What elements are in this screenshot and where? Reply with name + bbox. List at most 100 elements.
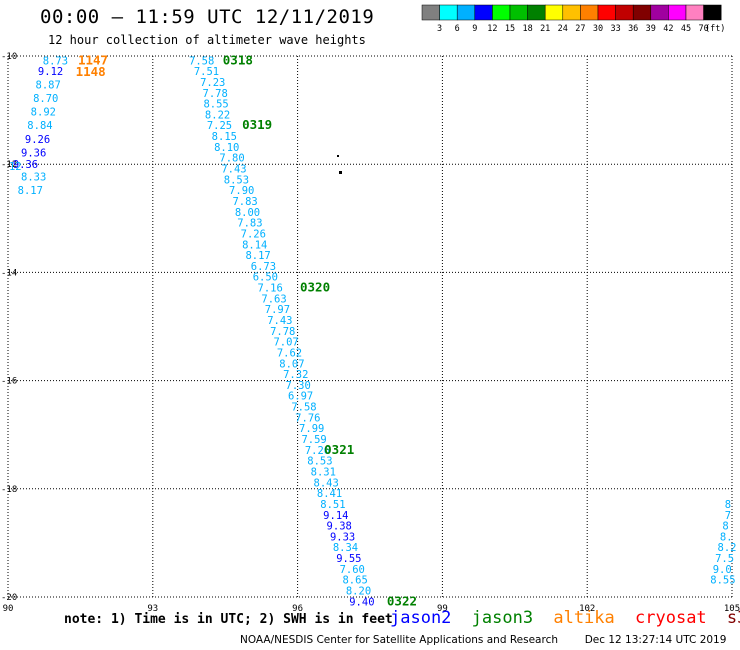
wave-height-label: 8.43 (314, 477, 339, 489)
wave-height-label: 8.33 (21, 172, 46, 184)
wave-height-label: 8.17 (18, 185, 43, 197)
wave-height-label: 8.87 (36, 80, 61, 92)
wave-height-label: 8.55 (203, 99, 228, 111)
wave-height-label: 6.97 (288, 391, 313, 403)
wave-height-label: 8.20 (346, 586, 371, 598)
wave-height-label: 7.80 (219, 153, 244, 165)
legend-swatch (509, 4, 528, 21)
wave-height-label: 9.38 (327, 521, 352, 533)
wave-height-label: 12 (9, 161, 22, 173)
pass-time-label: 1147 (78, 52, 108, 67)
legend-tick-label: 27 (575, 24, 585, 34)
legend-tick-label: 18 (522, 24, 532, 34)
y-tick-label: -18 (1, 485, 17, 495)
legend-swatch (668, 4, 687, 21)
legend-tick-label: 30 (593, 24, 603, 34)
legend-tick-label: 36 (628, 24, 638, 34)
wave-height-label: 7.58 (291, 402, 316, 414)
legend-tick-label: 6 (455, 24, 460, 34)
credit-org: NOAA/NESDIS Center for Satellite Applica… (240, 634, 558, 646)
satellite-cryosat: cryosat (635, 608, 707, 628)
legend-tick-label: 42 (663, 24, 673, 34)
pass-time-label: 0321 (324, 442, 354, 457)
wave-height-label: 8.70 (33, 93, 58, 105)
legend-swatch (632, 4, 652, 21)
y-tick-label: -12 (1, 160, 17, 170)
wave-height-label: 7.5 (715, 553, 734, 565)
y-tick-label: -20 (1, 593, 17, 603)
x-tick-label: 90 (3, 604, 14, 614)
wave-height-label: 7.07 (273, 337, 298, 349)
wave-height-label: 9.36 (21, 147, 46, 159)
legend-swatch (562, 4, 581, 21)
wave-height-label: 7.43 (267, 315, 292, 327)
wave-height-label: 9.55 (336, 553, 361, 565)
wave-height-label: 6.73 (251, 261, 276, 273)
wave-height-label: 7.30 (286, 380, 311, 392)
generated-timestamp: Dec 12 13:27:14 UTC 2019 (584, 634, 727, 646)
wave-height-label: 7.63 (261, 293, 286, 305)
legend-swatch (421, 4, 440, 21)
island-dot (337, 155, 339, 157)
satellite-legend: jason2 jason3 altika cryosat s3a (390, 608, 740, 628)
wave-height-label: 7.76 (295, 412, 320, 424)
legend-tick-label: 12 (487, 24, 497, 34)
wave-height-points: 8.739.128.878.708.928.849.269.369.36128.… (9, 55, 737, 608)
legend-swatch (580, 4, 599, 21)
wave-height-label: 7.51 (194, 66, 219, 78)
wave-height-label: 8.15 (212, 131, 237, 143)
footer-note: note: 1) Time is in UTC; 2) SWH is in fe… (64, 612, 393, 627)
x-tick-label: 96 (292, 604, 303, 614)
legend-swatch (456, 4, 476, 21)
pass-time-label: 1148 (76, 64, 106, 79)
wave-height-label: 9.33 (330, 531, 355, 543)
wave-height-label: 8.51 (320, 499, 345, 511)
legend-swatch (615, 4, 634, 21)
legend-unit-label: (ft) (705, 24, 725, 34)
pass-time-label: 0320 (300, 280, 330, 295)
wave-height-label: 8.65 (342, 575, 367, 587)
wave-height-label: 7.43 (221, 164, 246, 176)
wave-height-label: 6.50 (253, 272, 278, 284)
wave-height-label: 7.59 (301, 434, 326, 446)
wave-height-label: 8.2 (718, 542, 737, 554)
y-tick-label: -16 (1, 377, 17, 387)
wave-height-label: 7 (725, 510, 731, 522)
legend-tick-label: 21 (540, 24, 550, 34)
legend-tick-label: 45 (681, 24, 691, 34)
legend-swatch (527, 4, 546, 21)
grid-lines (7, 55, 733, 598)
pass-time-label: 0318 (223, 52, 253, 67)
chart-title: 00:00 – 11:59 UTC 12/11/2019 (40, 6, 375, 28)
wave-height-label: 7.26 (241, 228, 266, 240)
wave-height-label: 7.62 (277, 347, 302, 359)
wave-height-label: 9.0 (713, 564, 732, 576)
island-dot (339, 171, 342, 174)
wave-height-label: 7.99 (299, 423, 324, 435)
wave-height-label: 8. (720, 531, 733, 543)
wave-height-label: 8.73 (43, 55, 68, 67)
legend-tick-label: 70 (698, 24, 708, 34)
legend-swatch (650, 4, 669, 21)
y-tick-label: -10 (1, 52, 17, 62)
wave-height-label: 8.17 (245, 250, 270, 262)
wave-height-label: 7.78 (203, 88, 228, 100)
wave-height-label: 9.14 (323, 510, 348, 522)
wave-height-label: 7.83 (237, 218, 262, 230)
wave-height-label: 7.58 (189, 55, 214, 67)
wave-height-label: 7.60 (340, 564, 365, 576)
legend-swatch (597, 4, 616, 21)
legend-swatch (492, 4, 511, 21)
wave-height-label: 7.83 (232, 196, 257, 208)
land-marks (337, 155, 342, 174)
wave-height-label: 8.22 (205, 109, 230, 121)
satellite-altika: altika (553, 608, 615, 628)
wave-height-label: 8.92 (31, 107, 56, 119)
wave-height-label: 8 (722, 521, 728, 533)
legend-swatch (685, 4, 704, 21)
wave-height-label: 7.25 (207, 120, 232, 132)
wave-height-label: 8.55 (710, 575, 735, 587)
wave-height-label: 7.32 (283, 369, 308, 381)
pass-time-label: 0319 (242, 117, 272, 132)
wave-height-label: 8.00 (235, 207, 260, 219)
